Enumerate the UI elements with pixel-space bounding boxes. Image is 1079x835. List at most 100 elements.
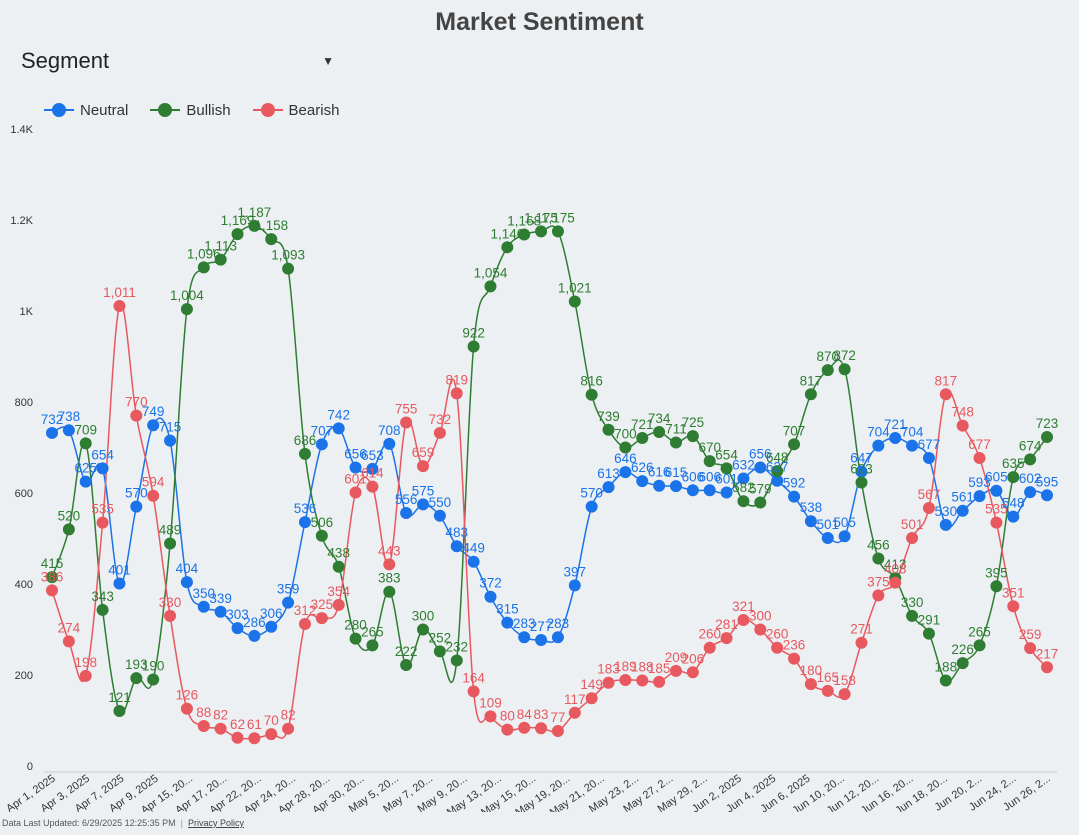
data-point-bullish	[46, 571, 58, 584]
data-point-bearish	[46, 584, 58, 597]
data-label-neutral: 615	[665, 465, 688, 480]
data-point-bullish	[939, 674, 952, 687]
data-point-bullish	[79, 437, 92, 450]
data-point-bearish	[872, 589, 885, 602]
data-label-bearish: 206	[682, 651, 705, 666]
data-label-bearish: 77	[550, 710, 565, 725]
data-point-neutral	[653, 479, 666, 492]
data-point-bearish	[366, 480, 379, 493]
data-label-bullish: 686	[294, 433, 317, 448]
legend-label: Bullish	[186, 101, 231, 119]
data-point-neutral	[197, 600, 210, 613]
legend-label: Neutral	[80, 101, 129, 119]
data-point-neutral	[265, 620, 278, 633]
data-point-bullish	[855, 476, 868, 489]
data-point-bearish	[400, 416, 413, 429]
data-point-bullish	[180, 303, 193, 316]
data-label-bearish: 271	[850, 622, 873, 637]
data-label-neutral: 632	[732, 457, 755, 472]
segment-dropdown[interactable]: Segment ▼	[12, 44, 342, 78]
data-label-bearish: 62	[230, 717, 245, 732]
data-point-neutral	[248, 629, 261, 642]
data-label-bearish: 185	[648, 661, 671, 676]
data-label-bearish: 819	[445, 372, 468, 387]
data-point-neutral	[147, 419, 160, 432]
data-label-neutral: 372	[479, 576, 502, 591]
legend-swatch-icon	[252, 102, 283, 118]
data-point-bearish	[653, 675, 666, 688]
data-label-neutral: 505	[833, 515, 856, 530]
data-label-bullish: 415	[41, 556, 64, 571]
data-label-bullish: 654	[715, 447, 738, 462]
data-point-bullish	[703, 455, 716, 468]
data-label-neutral: 538	[800, 500, 823, 515]
data-point-neutral	[467, 555, 480, 568]
data-label-bullish: 1,140	[490, 226, 524, 241]
data-label-neutral: 401	[108, 563, 131, 578]
data-point-bullish	[737, 495, 750, 508]
legend-item-neutral[interactable]: Neutral	[44, 102, 128, 119]
data-point-bullish	[720, 462, 733, 475]
data-point-neutral	[754, 461, 767, 474]
data-point-bearish	[383, 558, 396, 571]
data-point-bearish	[484, 710, 497, 723]
data-point-neutral	[282, 596, 295, 609]
footer-separator: |	[180, 818, 183, 828]
data-label-neutral: 595	[1036, 474, 1059, 489]
data-point-bullish	[349, 632, 362, 645]
data-label-neutral: 561	[951, 490, 974, 505]
data-point-bearish	[821, 684, 834, 697]
data-point-bearish	[349, 486, 362, 499]
data-label-bullish: 222	[395, 644, 418, 659]
data-point-bullish	[366, 639, 379, 652]
data-label-neutral: 602	[1019, 471, 1042, 486]
data-label-neutral: 449	[462, 541, 485, 556]
data-label-neutral: 536	[294, 501, 317, 516]
data-point-bullish	[821, 364, 834, 377]
data-label-neutral: 339	[209, 591, 232, 606]
data-label-bullish: 579	[749, 482, 772, 497]
data-point-bearish	[265, 728, 278, 741]
data-label-neutral: 656	[344, 447, 367, 462]
legend-swatch-icon	[44, 102, 74, 118]
data-point-bearish	[956, 419, 969, 432]
data-label-bearish: 300	[749, 609, 772, 624]
data-label-bullish: 190	[142, 659, 165, 674]
data-label-bullish: 121	[108, 690, 131, 705]
data-label-bearish: 149	[580, 677, 603, 692]
data-point-bullish	[872, 552, 885, 565]
data-label-neutral: 616	[648, 465, 671, 480]
data-label-neutral: 575	[412, 483, 435, 498]
data-point-neutral	[298, 516, 311, 529]
data-label-bearish: 567	[918, 487, 941, 502]
data-point-bearish	[1041, 661, 1053, 674]
data-point-neutral	[315, 438, 328, 451]
data-point-bearish	[922, 502, 935, 515]
legend-item-bullish[interactable]: Bullish	[150, 101, 231, 119]
data-point-neutral	[332, 422, 345, 435]
y-tick-label: 400	[15, 579, 33, 591]
data-label-neutral: 501	[816, 517, 839, 532]
data-point-bearish	[467, 685, 480, 698]
data-point-bearish	[838, 688, 851, 701]
data-point-bullish	[383, 585, 396, 598]
data-point-neutral	[686, 484, 699, 497]
data-point-neutral	[804, 515, 817, 528]
data-label-bullish: 1,004	[170, 288, 204, 303]
data-point-bearish	[417, 460, 430, 473]
data-point-bearish	[906, 532, 919, 545]
data-label-bullish: 193	[125, 657, 148, 672]
privacy-policy-link[interactable]: Privacy Policy	[187, 818, 244, 828]
data-point-neutral	[939, 518, 952, 531]
data-point-bearish	[130, 409, 143, 422]
data-label-bearish: 188	[631, 659, 654, 674]
legend-item-bearish[interactable]: Bearish	[252, 102, 339, 119]
data-label-bearish: 61	[247, 717, 262, 732]
data-point-bullish	[636, 431, 649, 444]
data-point-bullish	[62, 523, 75, 536]
data-point-bearish	[315, 612, 328, 625]
data-label-neutral: 570	[580, 486, 603, 501]
data-point-bearish	[602, 676, 615, 689]
data-label-neutral: 749	[142, 404, 165, 419]
data-point-bearish	[113, 299, 126, 312]
